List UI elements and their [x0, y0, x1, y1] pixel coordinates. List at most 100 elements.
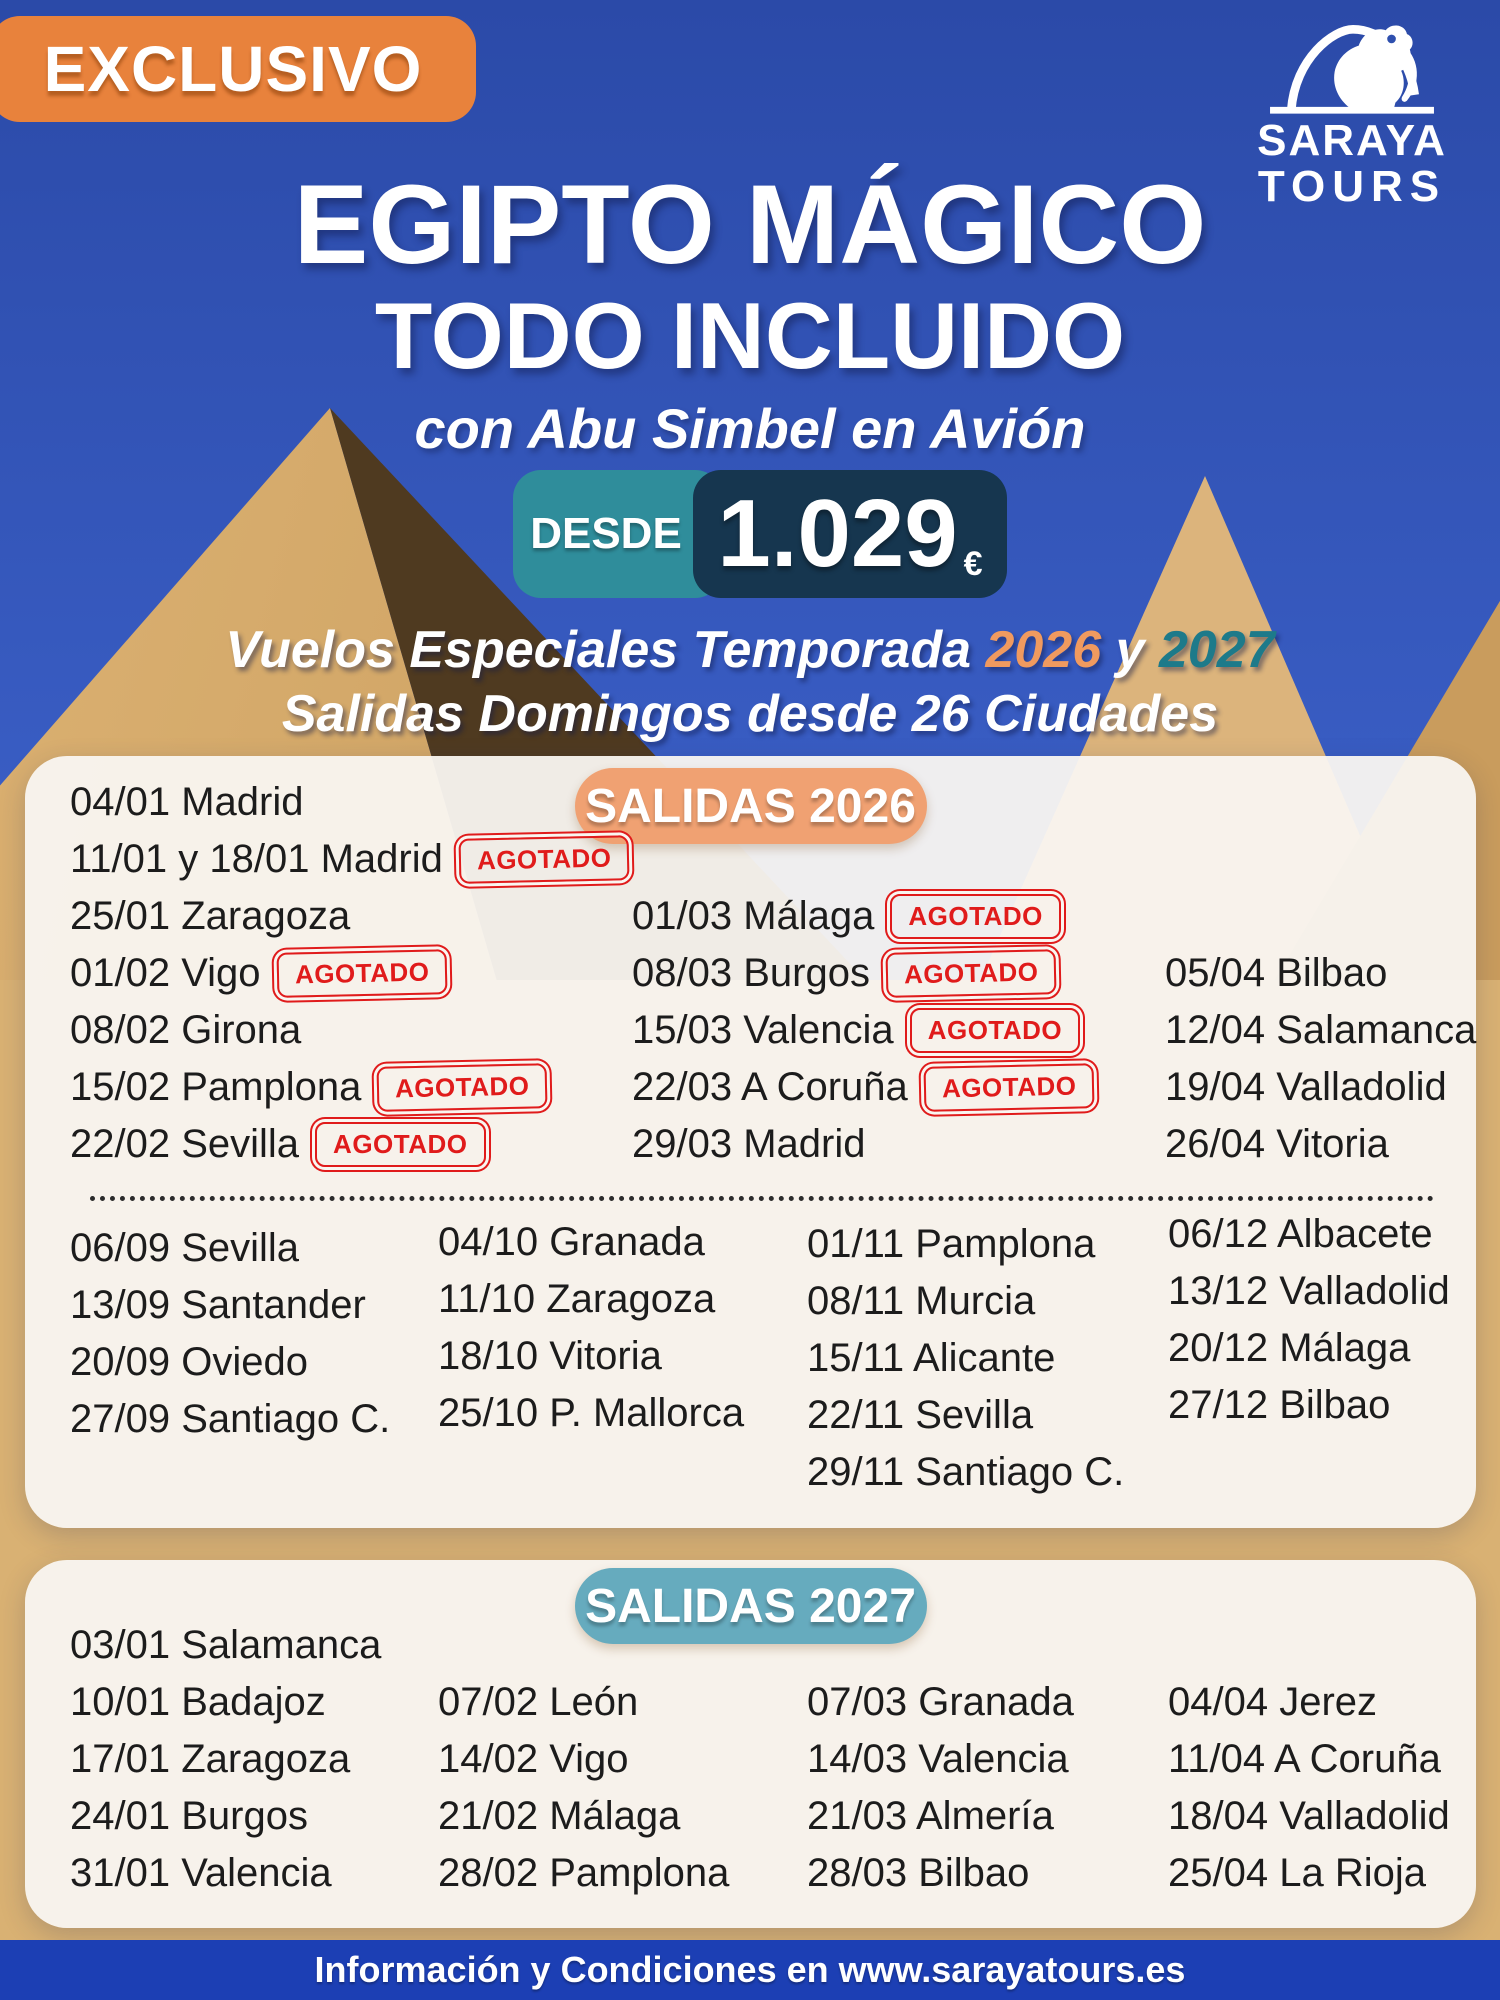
salida-item: 04/10 Granada: [438, 1214, 744, 1271]
agotado-stamp: AGOTADO: [885, 949, 1057, 998]
salida-label: 01/02 Vigo: [70, 951, 261, 995]
salida-item: 31/01 Valencia: [70, 1845, 381, 1902]
salida-label: 07/02 León: [438, 1680, 639, 1724]
salida-label: 20/12 Málaga: [1168, 1326, 1411, 1370]
salida-item: 26/04 Vitoria: [1165, 1116, 1476, 1173]
salida-item: 21/03 Almería: [807, 1788, 1074, 1845]
promo-conjunction: y: [1101, 621, 1159, 679]
agotado-stamp: AGOTADO: [276, 949, 448, 998]
salida-label: 03/01 Salamanca: [70, 1623, 382, 1667]
salida-label: 27/12 Bilbao: [1168, 1383, 1391, 1427]
salidas-2026-autumn-col1: 06/09 Sevilla 13/09 Santander 20/09 Ovie…: [70, 1220, 390, 1448]
salida-item: 03/01 Salamanca: [70, 1617, 381, 1674]
salida-label: 31/01 Valencia: [70, 1851, 332, 1895]
salida-item: 10/01 Badajoz: [70, 1674, 381, 1731]
salida-item: 01/11 Pamplona: [807, 1216, 1124, 1273]
salidas-2027-col1: 03/01 Salamanca 10/01 Badajoz 17/01 Zara…: [70, 1617, 381, 1902]
agotado-stamp: AGOTADO: [909, 1008, 1081, 1053]
salida-label: 15/02 Pamplona: [70, 1065, 362, 1109]
salida-label: 14/03 Valencia: [807, 1737, 1069, 1781]
salida-item: 11/10 Zaragoza: [438, 1271, 744, 1328]
salida-label: 29/11 Santiago C.: [807, 1450, 1125, 1494]
salida-item: 04/01 Madrid: [70, 774, 629, 831]
salida-item: 01/03 Málaga AGOTADO: [632, 888, 1094, 945]
salida-label: 12/04 Salamanca: [1165, 1008, 1477, 1052]
agotado-stamp: AGOTADO: [376, 1063, 549, 1112]
salida-label: 13/09 Santander: [70, 1283, 366, 1327]
salida-item: 14/03 Valencia: [807, 1731, 1074, 1788]
salida-label: 08/02 Girona: [70, 1008, 302, 1052]
salidas-2027-col2: 07/02 León 14/02 Vigo 21/02 Málaga 28/02…: [438, 1674, 729, 1902]
salidas-2026-spring-col1: 04/01 Madrid 11/01 y 18/01 Madrid AGOTAD…: [70, 774, 630, 1173]
salida-item: 27/09 Santiago C.: [70, 1391, 390, 1448]
exclusivo-badge: EXCLUSIVO: [0, 16, 476, 122]
salida-label: 15/11 Alicante: [807, 1336, 1056, 1380]
salida-item: 04/04 Jerez: [1168, 1674, 1450, 1731]
salidas-2027-col3: 07/03 Granada 14/03 Valencia 21/03 Almer…: [807, 1674, 1074, 1902]
saraya-logo: SARAYA TOURS: [1243, 10, 1461, 210]
salida-item: 28/03 Bilbao: [807, 1845, 1074, 1902]
salida-item: 25/01 Zaragoza: [70, 888, 629, 945]
salida-item: 13/09 Santander: [70, 1277, 390, 1334]
salida-label: 07/03 Granada: [807, 1680, 1074, 1724]
salida-label: 20/09 Oviedo: [70, 1340, 308, 1384]
salida-label: 17/01 Zaragoza: [70, 1737, 351, 1781]
salida-label: 26/04 Vitoria: [1165, 1122, 1389, 1166]
promo-line1-text: Vuelos Especiales Temporada: [225, 621, 986, 679]
salida-label: 11/04 A Coruña: [1168, 1737, 1441, 1781]
salida-item: 11/04 A Coruña: [1168, 1731, 1450, 1788]
salida-label: 04/10 Granada: [438, 1220, 705, 1264]
salida-label: 22/02 Sevilla: [70, 1122, 300, 1166]
salida-label: 13/12 Valladolid: [1168, 1269, 1450, 1313]
salida-item: 12/04 Salamanca: [1165, 1002, 1476, 1059]
salida-item: 19/04 Valladolid: [1165, 1059, 1476, 1116]
salida-label: 28/02 Pamplona: [438, 1851, 730, 1895]
salidas-2026-autumn-col4: 06/12 Albacete 13/12 Valladolid 20/12 Má…: [1168, 1206, 1450, 1434]
salida-item: 08/02 Girona: [70, 1002, 629, 1059]
salidas-2026-autumn-col3: 01/11 Pamplona 08/11 Murcia 15/11 Alican…: [807, 1216, 1124, 1501]
salida-item: 05/04 Bilbao: [1165, 945, 1476, 1002]
salida-item: 22/02 Sevilla AGOTADO: [70, 1116, 629, 1173]
price-prefix: DESDE: [530, 509, 682, 558]
title-subtitle: con Abu Simbel en Avión: [414, 397, 1086, 460]
salida-item: 20/12 Málaga: [1168, 1320, 1450, 1377]
price-badge-left: [513, 470, 723, 598]
salida-item: 11/01 y 18/01 Madrid AGOTADO: [70, 831, 630, 888]
page-title: EGIPTO MÁGICO: [293, 162, 1207, 287]
salida-item: 24/01 Burgos: [70, 1788, 381, 1845]
page-title-line2: TODO INCLUIDO: [374, 283, 1126, 388]
salida-label: 08/11 Murcia: [807, 1279, 1036, 1323]
salidas-2026-pill: SALIDAS 2026: [574, 768, 927, 844]
footer-text: Información y Condiciones en www.sarayat…: [314, 1949, 1186, 1990]
salidas-2027-pill: SALIDAS 2027: [574, 1568, 927, 1644]
agotado-stamp: AGOTADO: [315, 1122, 486, 1167]
salida-label: 18/04 Valladolid: [1168, 1794, 1450, 1838]
agotado-stamp: AGOTADO: [890, 894, 1061, 939]
salida-label: 22/11 Sevilla: [807, 1393, 1034, 1437]
promo-year-2026: 2026: [985, 621, 1102, 679]
dotted-divider: [90, 1196, 1434, 1201]
salida-item: 18/04 Valladolid: [1168, 1788, 1450, 1845]
logo-text-tours: TOURS: [1257, 162, 1447, 211]
salida-label: 11/01 y 18/01 Madrid: [70, 837, 443, 881]
salida-label: 21/03 Almería: [807, 1794, 1054, 1838]
salida-item: 17/01 Zaragoza: [70, 1731, 381, 1788]
footer-bar: Información y Condiciones en www.sarayat…: [0, 1940, 1500, 2000]
salidas-2026-autumn-col2: 04/10 Granada 11/10 Zaragoza 18/10 Vitor…: [438, 1214, 744, 1442]
salida-label: 28/03 Bilbao: [807, 1851, 1030, 1895]
salida-item: 25/10 P. Mallorca: [438, 1385, 744, 1442]
salida-label: 25/04 La Rioja: [1168, 1851, 1426, 1895]
horus-falcon-icon: [1270, 24, 1434, 114]
salida-item: 22/11 Sevilla: [807, 1387, 1124, 1444]
salidas-2027-header: SALIDAS 2027: [585, 1579, 916, 1633]
salida-label: 01/11 Pamplona: [807, 1222, 1096, 1266]
exclusivo-label: EXCLUSIVO: [43, 33, 423, 105]
logo-text-saraya: SARAYA: [1257, 116, 1447, 165]
agotado-stamp: AGOTADO: [458, 835, 630, 884]
salida-label: 27/09 Santiago C.: [70, 1397, 391, 1441]
salida-item: 06/09 Sevilla: [70, 1220, 390, 1277]
price-badge: 1.029 € DESDE: [513, 470, 1007, 598]
salida-label: 06/12 Albacete: [1168, 1212, 1433, 1256]
salida-label: 29/03 Madrid: [632, 1122, 866, 1166]
